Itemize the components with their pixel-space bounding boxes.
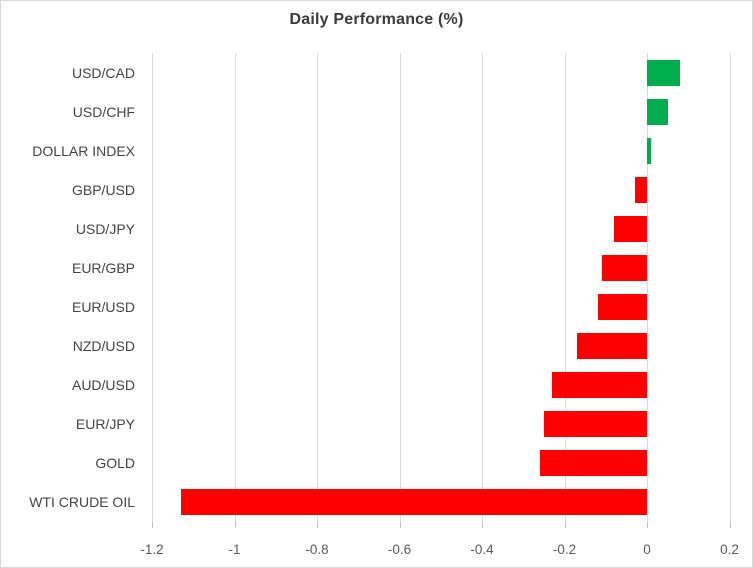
gridline xyxy=(647,53,648,522)
x-axis-tick xyxy=(234,522,236,528)
gridline xyxy=(482,53,483,522)
category-label: USD/JPY xyxy=(75,220,135,237)
gridline xyxy=(564,53,566,522)
category-label: AUD/USD xyxy=(71,377,135,394)
x-tick-label: -1 xyxy=(228,542,241,557)
bar-eur-usd xyxy=(597,294,647,321)
chart-title: Daily Performance (%) xyxy=(289,11,464,28)
category-label: NZD/USD xyxy=(72,338,135,355)
x-axis-tick xyxy=(729,522,731,528)
category-label: GBP/USD xyxy=(71,181,135,198)
bar-nzd-usd xyxy=(576,333,647,360)
x-tick-label: -0.4 xyxy=(470,542,494,557)
gridline xyxy=(317,53,318,522)
x-tick-label: -0.6 xyxy=(387,542,412,557)
bar-usd-chf xyxy=(647,98,668,125)
category-label: USD/CAD xyxy=(71,64,135,81)
x-axis-tick xyxy=(317,522,318,528)
category-label: EUR/JPY xyxy=(75,416,135,433)
x-axis-tick xyxy=(152,522,153,528)
gridline xyxy=(152,53,153,522)
bar-usd-jpy xyxy=(614,215,647,242)
x-axis-tick xyxy=(647,522,648,528)
category-label: GOLD xyxy=(95,455,135,472)
bar-eur-jpy xyxy=(543,411,647,438)
category-label: WTI CRUDE OIL xyxy=(29,494,135,511)
x-tick-label: -0.8 xyxy=(305,542,329,557)
x-axis-tick xyxy=(482,522,483,528)
x-tick-label: -1.2 xyxy=(140,542,164,557)
bar-dollar-index xyxy=(647,137,652,164)
category-label: EUR/GBP xyxy=(71,259,135,276)
gridline xyxy=(234,53,236,522)
bar-wti-crude-oil xyxy=(180,489,647,516)
gridline xyxy=(399,53,401,522)
bar-usd-cad xyxy=(647,59,680,86)
category-label: EUR/USD xyxy=(71,299,135,316)
gridline xyxy=(729,53,731,522)
bar-eur-gbp xyxy=(601,254,647,281)
x-axis-tick xyxy=(399,522,401,528)
category-label: USD/CHF xyxy=(72,103,135,120)
x-axis-tick xyxy=(564,522,566,528)
x-tick-label: -0.2 xyxy=(552,542,577,557)
x-tick-label: 0 xyxy=(643,542,651,557)
bar-gold xyxy=(539,450,647,477)
x-tick-label: 0.2 xyxy=(720,542,739,557)
bar-aud-usd xyxy=(552,372,647,399)
category-label: DOLLAR INDEX xyxy=(32,142,135,159)
bar-gbp-usd xyxy=(634,176,647,203)
